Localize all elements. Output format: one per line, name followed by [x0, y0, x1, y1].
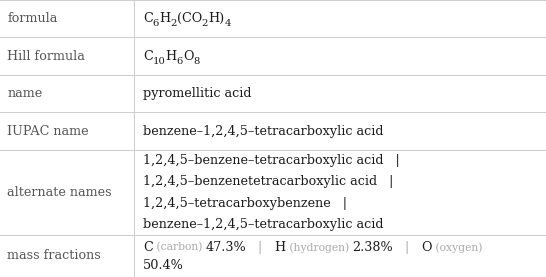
Text: H: H — [165, 50, 177, 63]
Text: 10: 10 — [153, 57, 165, 66]
Text: (CO: (CO — [176, 12, 202, 25]
Text: H: H — [159, 12, 170, 25]
Text: 2: 2 — [202, 19, 208, 28]
Text: benzene–1,2,4,5–tetracarboxylic acid: benzene–1,2,4,5–tetracarboxylic acid — [143, 125, 383, 138]
Text: benzene–1,2,4,5–tetracarboxylic acid: benzene–1,2,4,5–tetracarboxylic acid — [143, 218, 383, 231]
Text: O: O — [183, 50, 193, 63]
Text: H: H — [275, 241, 286, 254]
Text: name: name — [7, 87, 43, 100]
Text: 1,2,4,5–benzenetetracarboxylic acid   |: 1,2,4,5–benzenetetracarboxylic acid | — [143, 175, 394, 188]
Text: 2: 2 — [170, 19, 176, 28]
Text: 6: 6 — [153, 19, 159, 28]
Text: mass fractions: mass fractions — [7, 249, 101, 262]
Text: 47.3%: 47.3% — [206, 241, 246, 254]
Text: C: C — [143, 12, 153, 25]
Text: |: | — [393, 241, 422, 254]
Text: 4: 4 — [224, 19, 231, 28]
Text: (hydrogen): (hydrogen) — [286, 242, 352, 253]
Text: O: O — [422, 241, 432, 254]
Text: (carbon): (carbon) — [153, 242, 206, 253]
Text: IUPAC name: IUPAC name — [7, 125, 88, 138]
Text: 6: 6 — [177, 57, 183, 66]
Text: 2.38%: 2.38% — [352, 241, 393, 254]
Text: alternate names: alternate names — [7, 186, 112, 199]
Text: 50.4%: 50.4% — [143, 259, 184, 272]
Text: C: C — [143, 50, 153, 63]
Text: (oxygen): (oxygen) — [432, 242, 483, 253]
Text: 8: 8 — [193, 57, 200, 66]
Text: |: | — [246, 241, 275, 254]
Text: 1,2,4,5–tetracarboxybenzene   |: 1,2,4,5–tetracarboxybenzene | — [143, 196, 347, 209]
Text: pyromellitic acid: pyromellitic acid — [143, 87, 252, 100]
Text: H): H) — [208, 12, 224, 25]
Text: C: C — [143, 241, 153, 254]
Text: 1,2,4,5–benzene–tetracarboxylic acid   |: 1,2,4,5–benzene–tetracarboxylic acid | — [143, 153, 400, 166]
Text: formula: formula — [7, 12, 57, 25]
Text: Hill formula: Hill formula — [7, 50, 85, 63]
